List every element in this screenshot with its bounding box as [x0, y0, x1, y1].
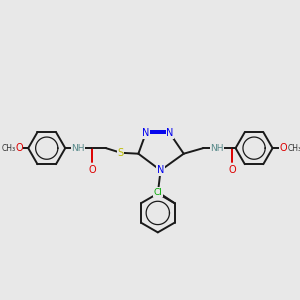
Text: CH₃: CH₃: [2, 144, 16, 153]
Text: CH₃: CH₃: [288, 144, 300, 153]
Text: NH: NH: [71, 144, 85, 153]
Text: N: N: [166, 128, 173, 138]
Text: Cl: Cl: [154, 188, 162, 196]
Text: S: S: [118, 148, 124, 158]
Text: O: O: [15, 143, 23, 153]
Text: N: N: [157, 165, 164, 176]
Text: NH: NH: [210, 144, 224, 153]
Text: N: N: [142, 128, 149, 138]
Text: O: O: [280, 143, 287, 153]
Text: O: O: [88, 165, 96, 176]
Text: O: O: [228, 165, 236, 176]
